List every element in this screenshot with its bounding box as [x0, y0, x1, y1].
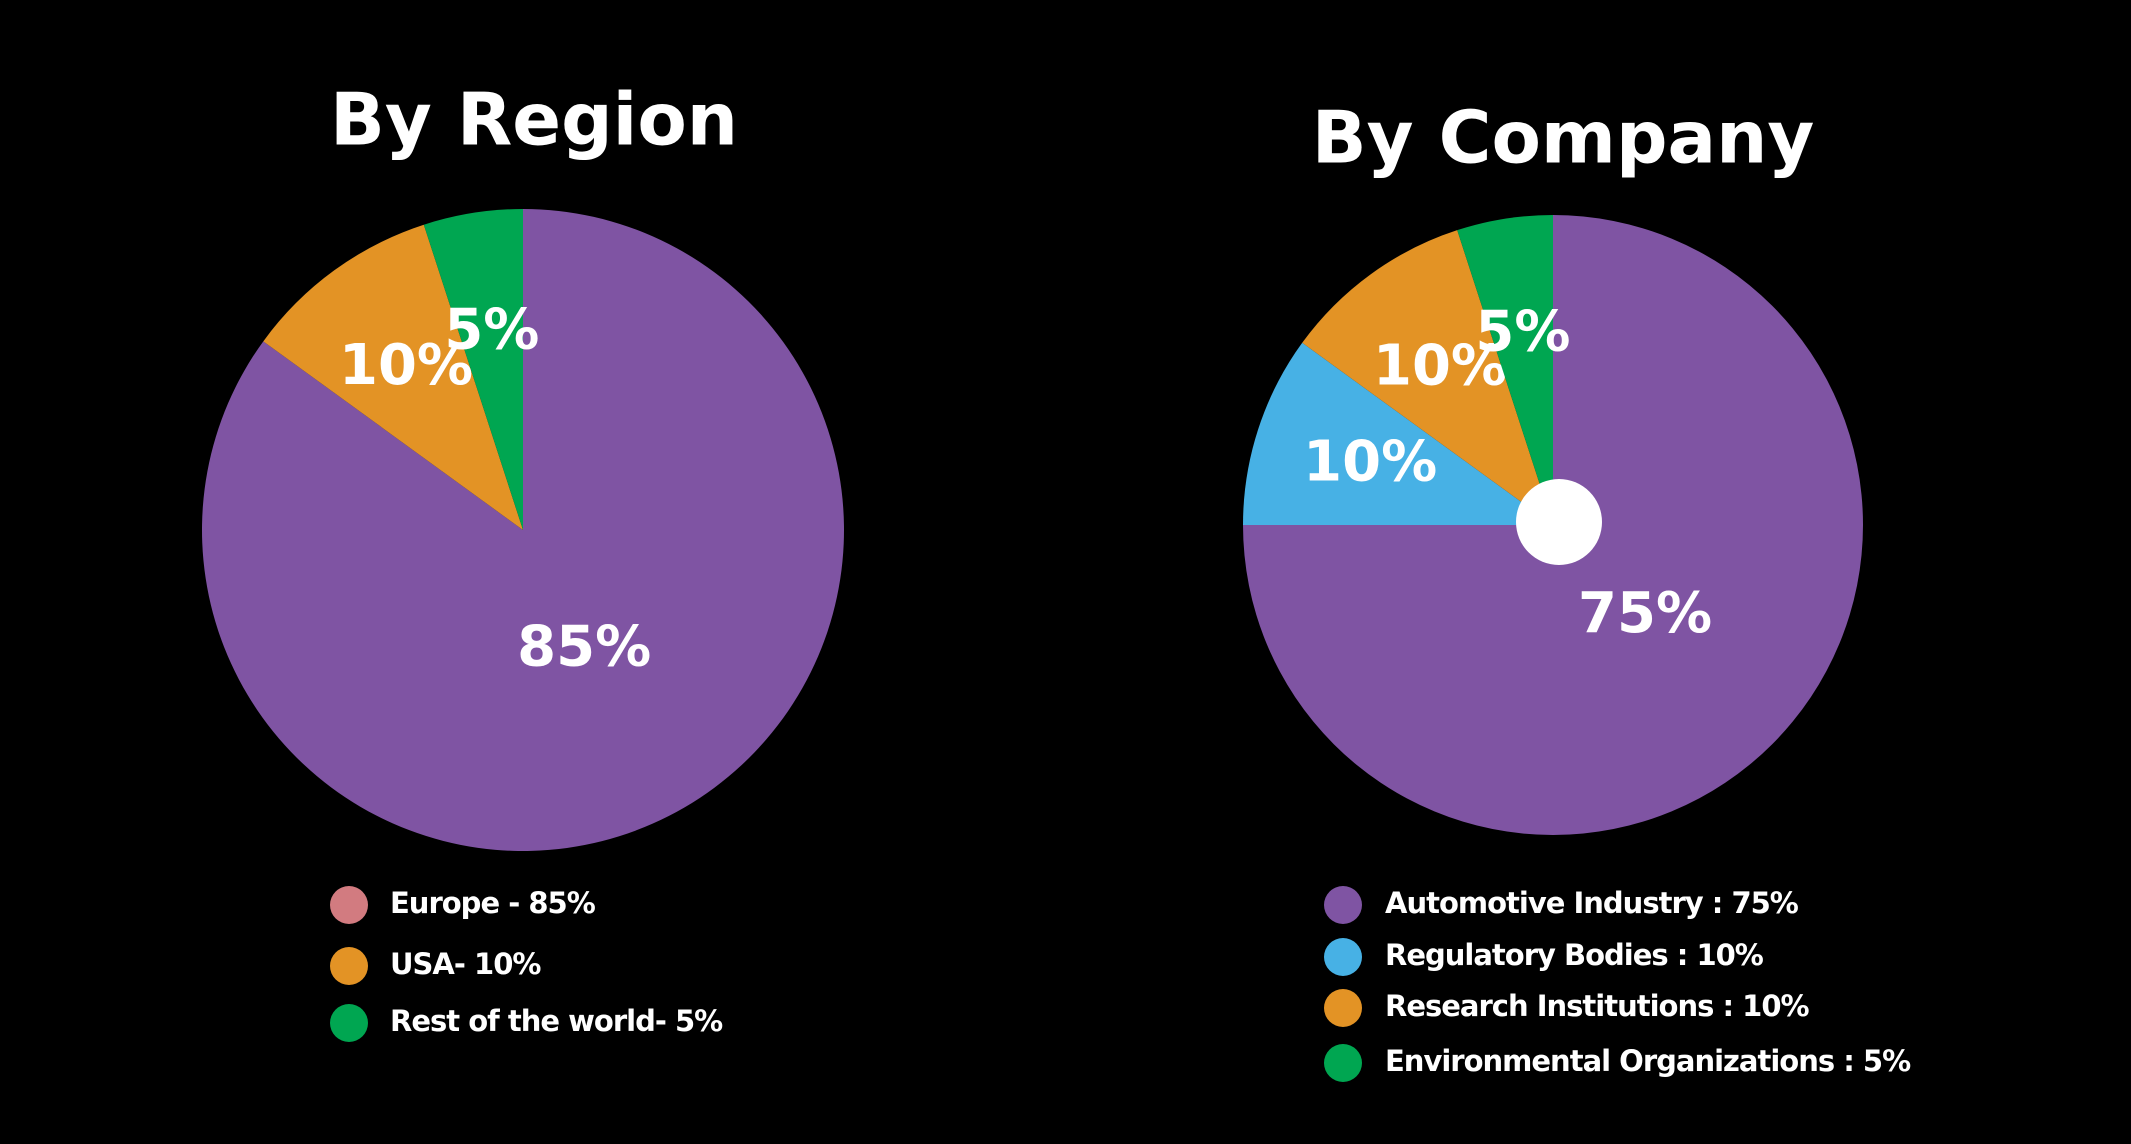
- slice-label: 75%: [1578, 581, 1712, 646]
- legend-label: Europe - 85%: [390, 886, 596, 920]
- slice-label: 5%: [1475, 299, 1570, 364]
- pie-slice: [263, 224, 523, 530]
- pie-slice: [423, 209, 523, 530]
- slice-label: 85%: [517, 614, 651, 679]
- legend-label: USA- 10%: [390, 947, 541, 981]
- chart-title: By Region: [330, 78, 738, 162]
- slice-label: 5%: [444, 298, 539, 363]
- legend-marker: [330, 947, 368, 985]
- slice-label: 10%: [1303, 430, 1437, 495]
- slice-label: 10%: [1373, 334, 1507, 399]
- legend-marker: [1324, 886, 1362, 924]
- pie-slice: [1243, 342, 1553, 525]
- legend-marker: [1324, 1044, 1362, 1082]
- legend-label: Research Institutions : 10%: [1385, 989, 1810, 1023]
- legend-label: Regulatory Bodies : 10%: [1385, 938, 1764, 972]
- slice-label: 10%: [339, 333, 473, 398]
- pie-slice: [1457, 215, 1553, 525]
- center-dot: [1516, 479, 1602, 565]
- legend-marker: [1324, 938, 1362, 976]
- legend-marker: [330, 1004, 368, 1042]
- legend-label: Environmental Organizations : 5%: [1385, 1044, 1911, 1078]
- legend-label: Rest of the world- 5%: [390, 1004, 723, 1038]
- legend-marker: [330, 886, 368, 924]
- legend-label: Automotive Industry : 75%: [1385, 886, 1799, 920]
- chart-title: By Company: [1312, 96, 1815, 180]
- pie-slice: [1302, 230, 1553, 525]
- legend-marker: [1324, 989, 1362, 1027]
